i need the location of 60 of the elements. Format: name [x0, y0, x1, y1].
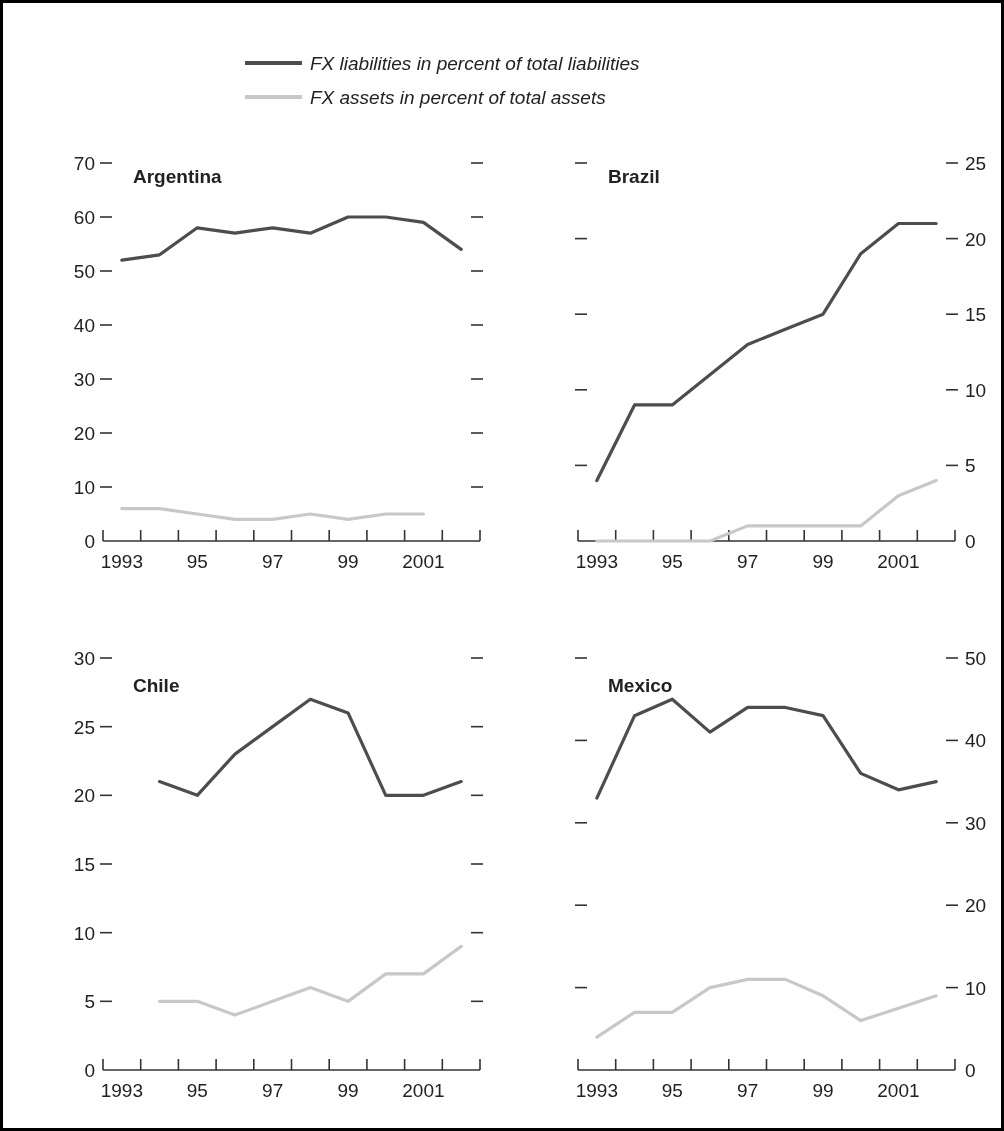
x-tick-label: 1993 — [575, 1080, 618, 1101]
chart-title: Argentina — [133, 166, 223, 187]
y-tick-label: 50 — [73, 261, 95, 282]
y-tick-label: 10 — [73, 922, 95, 944]
x-tick-label: 97 — [737, 551, 759, 572]
y2-tick-label: 10 — [965, 977, 987, 999]
y2-tick-label: 40 — [965, 730, 987, 752]
y2-tick-label: 30 — [965, 812, 987, 834]
y-tick-label: 60 — [73, 207, 95, 228]
y-tick-label: 30 — [73, 648, 95, 669]
legend-label: FX assets in percent of total assets — [310, 87, 607, 108]
line-series — [157, 697, 463, 797]
text: Mexico — [608, 675, 673, 696]
y-tick-label: 25 — [73, 716, 95, 738]
x-tick-label: 1993 — [100, 1080, 143, 1101]
line-series — [595, 478, 938, 543]
y2-tick-label: 0 — [965, 531, 976, 552]
y2-tick-label: 5 — [965, 455, 976, 477]
y-tick-label: 70 — [73, 153, 95, 174]
y2-tick-label: 25 — [965, 153, 987, 174]
text: Chile — [133, 675, 180, 696]
y-tick-label: 40 — [73, 315, 95, 336]
x-tick-label: 2001 — [877, 1080, 920, 1101]
x-tick-label: 95 — [661, 1080, 683, 1101]
x-tick-label: 99 — [812, 551, 834, 572]
y-tick-label: 20 — [73, 785, 95, 807]
y-tick-label: 10 — [73, 477, 95, 498]
y-tick-label: 0 — [84, 531, 95, 552]
x-tick-label: 2001 — [402, 1080, 445, 1101]
x-tick-label: 97 — [737, 1080, 759, 1101]
x-tick-label: 97 — [262, 551, 284, 572]
y2-tick-label: 10 — [965, 379, 987, 401]
x-tick-label: 1993 — [100, 551, 143, 572]
x-tick-label: 2001 — [877, 551, 920, 572]
x-tick-label: 95 — [186, 551, 208, 572]
y-tick-label: 15 — [73, 854, 95, 875]
x-tick-label: 1993 — [575, 551, 618, 572]
x-tick-label: 97 — [262, 1080, 284, 1101]
y2-tick-label: 15 — [965, 304, 987, 326]
chart-title: Brazil — [608, 166, 660, 187]
y2-tick-label: 0 — [965, 1060, 976, 1081]
x-tick-label: 95 — [661, 551, 683, 572]
line-series — [157, 944, 463, 1017]
y2-tick-label: 20 — [965, 895, 987, 917]
legend-label: FX liabilities in percent of total liabilities — [310, 53, 640, 74]
y-tick-label: 0 — [84, 1060, 95, 1081]
x-tick-label: 2001 — [402, 551, 445, 572]
x-tick-label: 99 — [812, 1080, 834, 1101]
y-tick-label: 5 — [84, 991, 95, 1013]
x-tick-label: 99 — [337, 551, 359, 572]
line-series — [595, 697, 938, 800]
y2-tick-label: 20 — [965, 228, 987, 250]
y2-tick-label: 50 — [965, 648, 987, 669]
line-series — [120, 215, 463, 262]
x-tick-label: 99 — [337, 1080, 359, 1101]
y-tick-label: 30 — [73, 369, 95, 390]
line-series — [595, 221, 938, 483]
y-tick-label: 20 — [73, 423, 95, 444]
line-series — [595, 977, 938, 1039]
x-tick-label: 95 — [186, 1080, 208, 1101]
